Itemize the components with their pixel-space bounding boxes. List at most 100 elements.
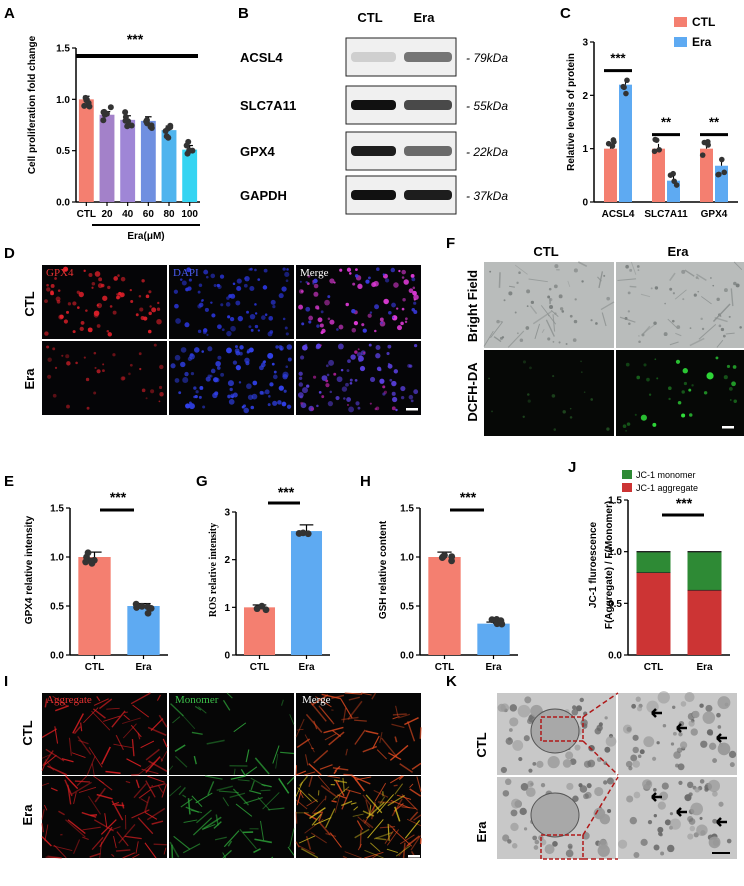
panel-d-image-cell (257, 278, 261, 281)
panel-i-yellow-strand (297, 787, 312, 802)
panel-d-image-cell (77, 306, 80, 309)
panel-d-image-cell (380, 321, 383, 325)
panel-f-dcfh-image-cell (654, 358, 657, 361)
blot-band (351, 190, 396, 200)
panel-f-dcfh-image-cell (590, 398, 593, 401)
panel-d-image-cell (319, 323, 324, 328)
panel-i-strand (111, 853, 115, 857)
panel-k-arrow (651, 708, 662, 718)
panel-i-strand (399, 763, 414, 774)
panel-i-strand (193, 755, 197, 765)
panel-f-bright-strand (540, 305, 557, 325)
panel-d-image-cell (343, 397, 346, 400)
panel-k-em-image (618, 691, 737, 775)
panel-f-dcfh-image-cell (527, 393, 530, 396)
panel-i-strand (67, 784, 72, 805)
panel-i-strand (313, 749, 329, 764)
chartE-ytick-label: 1.0 (50, 553, 64, 564)
blot-kda: - 79kDa (466, 51, 508, 65)
panel-i-image-background (169, 776, 294, 858)
panel-d-image-cell (112, 353, 116, 357)
panel-f-bright-image-cell (549, 304, 554, 309)
panel-d-image-cell (238, 381, 242, 384)
panel-k-em-image-cell (497, 703, 506, 712)
panel-d-image-cell (354, 274, 359, 278)
panel-f-bright-strand (601, 312, 607, 327)
panel-d-image-cell (149, 305, 152, 308)
panel-i-strand (123, 714, 130, 721)
panel-d-image-cell (281, 286, 287, 292)
panel-c: C Relative levels of protein CTL Era 0 1 2… (560, 5, 738, 220)
panel-f-bright-image-cell (709, 277, 712, 279)
panel-d-image-cell (302, 344, 308, 351)
panel-k-em-image-cell (686, 781, 694, 789)
chartA-dot (122, 117, 129, 124)
panel-i-strand (348, 696, 360, 701)
panel-f-bright-strand (689, 337, 705, 347)
panel-f-bright-image-cell (561, 310, 565, 313)
panel-k-em-image-cell (708, 731, 714, 736)
panel-i-strand (295, 770, 307, 776)
panel-j: J JC-1 monomer JC-1 aggregate JC-1 fluro… (568, 459, 730, 673)
panel-i-scalebar (408, 855, 420, 858)
panel-i-strand (239, 828, 257, 850)
panel-i-strand (404, 717, 419, 726)
panel-f-bright-strand (550, 309, 559, 317)
panel-f-bright-image-cell (682, 298, 685, 301)
panel-i-yellow-strand (342, 777, 345, 792)
chartA-ytick-label: 1.5 (56, 44, 70, 55)
panel-d-image-cell (227, 394, 231, 399)
panel-d-image-cell (87, 327, 93, 333)
panel-k-em-image-cell (729, 762, 735, 768)
panel-d-image-cell (357, 406, 361, 410)
panel-i-strand (341, 716, 359, 721)
panel-d-image-cell (321, 395, 325, 399)
panel-d-image-cell (410, 399, 414, 403)
panel-d-image-cell (139, 307, 144, 312)
panel-d-image-cell (143, 316, 148, 321)
panel-i-strand (365, 730, 379, 735)
panel-d-image-cell (182, 377, 189, 384)
panel-d-image-cell (229, 387, 233, 392)
panel-i-strand (310, 832, 327, 844)
panel-d-image-cell (349, 381, 353, 385)
panel-k-em-image-cell (544, 844, 555, 855)
chartH-ytick-label: 1.0 (400, 553, 414, 564)
panel-d-image-cell (271, 362, 275, 366)
panel-d-image-cell (93, 312, 99, 318)
panel-f-bright-image-cell (712, 284, 715, 287)
panel-h-ylabel: GSH relative content (378, 520, 389, 619)
panel-i-strand (135, 779, 140, 789)
panel-k-em-image-cell (677, 763, 685, 771)
panel-d-image-cell (413, 298, 416, 301)
chartG-ytick-label: 1 (224, 603, 230, 614)
panel-i-strand (296, 728, 304, 731)
panel-d-image-cell (391, 315, 398, 321)
chartH-ytick-label: 0.5 (400, 602, 414, 613)
panel-k-em-image-cell (658, 831, 663, 836)
panel-k-em-image-cell (688, 818, 696, 825)
panel-d-image-cell (85, 309, 88, 312)
panel-i-strand (389, 744, 409, 761)
panel-i-strand (357, 816, 371, 828)
panel-e-ylabel: GPX4 relative intensity (24, 515, 35, 624)
panel-i-strand (311, 798, 325, 814)
chartA-dot (122, 109, 129, 116)
panel-i-strand (55, 705, 69, 712)
panel-i-strand (94, 787, 106, 803)
panel-d-image-cell (408, 288, 414, 294)
panel-k-em-image-cell (510, 822, 519, 832)
panel-k-em-image-cell (699, 703, 704, 708)
panel-f-row-dcfh: DCFH-DA (465, 362, 480, 422)
panel-k-em-image-cell (500, 766, 507, 774)
panel-i-strand (130, 692, 151, 705)
panel-d-image-cell (365, 279, 370, 284)
panel-d-image-cell (232, 360, 238, 365)
panel-k-em-image-cell (712, 791, 718, 797)
panel-i-strand (311, 747, 314, 750)
panel-f-dcfh-image-cell (731, 381, 736, 387)
panel-i-strand (132, 704, 150, 718)
panel-k-em-image-cell (534, 839, 540, 845)
panel-f-dcfh-image-cell (688, 388, 692, 392)
panel-label-i: I (4, 673, 8, 690)
